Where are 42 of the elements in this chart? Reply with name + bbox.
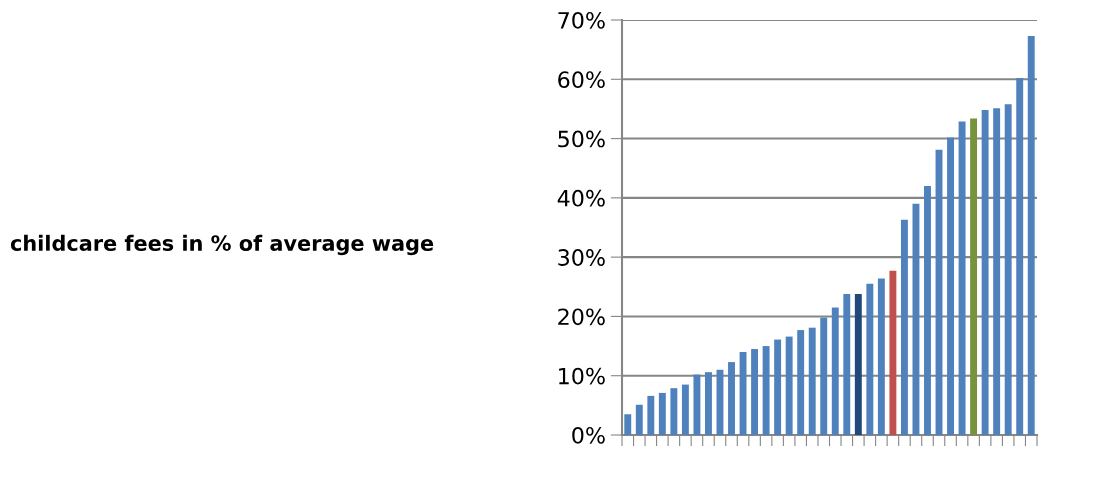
bar — [658, 392, 666, 435]
bar — [808, 327, 816, 435]
bar — [866, 283, 874, 435]
bar — [624, 414, 632, 435]
y-tick-label: 70% — [558, 11, 605, 29]
y-tick-label: 20% — [558, 308, 605, 326]
bar — [635, 404, 643, 435]
bar — [843, 293, 851, 435]
bar — [854, 293, 862, 435]
y-tick-label: 50% — [558, 130, 605, 148]
y-tick-label: 60% — [558, 71, 605, 89]
bar — [993, 108, 1001, 435]
bar — [889, 270, 897, 435]
y-tick-label: 30% — [558, 249, 605, 266]
bar — [831, 307, 839, 435]
bar — [1004, 104, 1012, 435]
bar — [785, 336, 793, 435]
bar — [774, 339, 782, 435]
y-tick-label: 10% — [559, 367, 605, 385]
bar — [728, 362, 735, 435]
y-tick-label: 0% — [572, 426, 605, 444]
bar — [670, 388, 678, 435]
bar — [912, 203, 920, 435]
bar — [1027, 36, 1035, 435]
bar — [958, 121, 966, 435]
bar — [924, 186, 931, 435]
y-tick-label: 40% — [557, 189, 605, 207]
bar — [681, 384, 689, 435]
bar — [820, 317, 828, 435]
bar — [981, 110, 989, 435]
bar — [705, 372, 712, 435]
bar — [647, 395, 655, 435]
bar — [751, 349, 759, 435]
bar — [797, 330, 805, 435]
bar — [693, 374, 701, 435]
bar — [970, 118, 978, 435]
bar — [947, 137, 954, 435]
bar — [877, 278, 885, 435]
bar — [1016, 78, 1024, 435]
text: childcare fees in % of average wage — [10, 234, 434, 256]
bar — [762, 346, 770, 435]
bar — [900, 219, 908, 435]
